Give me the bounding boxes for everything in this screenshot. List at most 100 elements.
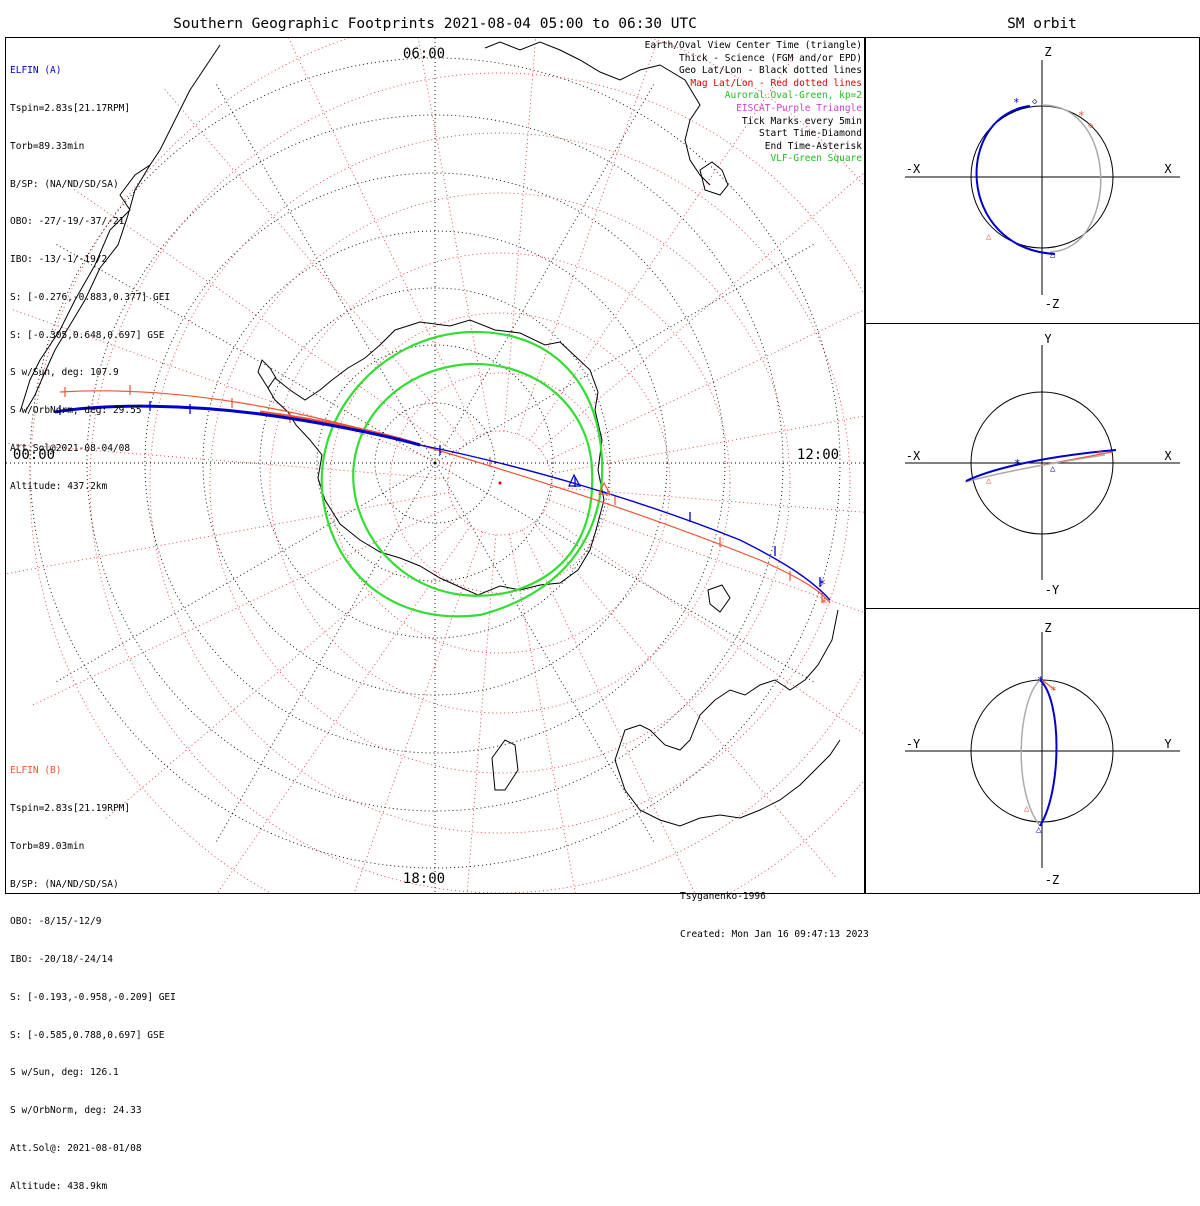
coastlines [19,41,841,827]
svg-text:△: △ [1050,464,1056,474]
legend-item: Tick Marks every 5min [741,115,862,127]
mag-latitude-circle [269,252,731,714]
elfin-a-end-asterisk: * [818,578,826,593]
elfin-a-line: B/SP: (NA/ND/SD/SA) [10,178,119,190]
credit: Tsyganenko-1996 Created: Mon Jan 16 09:4… [680,866,869,954]
svg-text:*: * [1013,96,1020,109]
elfin-b-line: S: [-0.585,0.788,0.697] GSE [10,1029,165,1041]
legend: Earth/Oval View Center Time (triangle) T… [645,40,862,166]
madagascar-coast [699,161,729,196]
elfin-a-line: Att.Sol@2021-08-04/08 [10,443,131,454]
elfin-b-track-thin [59,390,831,604]
svg-text:◇: ◇ [1032,97,1038,107]
mag-meridian [216,525,471,893]
mag-meridian [533,522,838,880]
antarctica-coast [267,319,605,596]
geo-meridian [214,462,436,845]
elfin-b-info: ELFIN (B) Tspin=2.83s[21.19RPM] Torb=89.… [10,740,176,1206]
tasmania-coast [707,584,731,613]
geo-meridian [214,81,436,464]
axis-label-right: X [1164,449,1172,463]
map-title: Southern Geographic Footprints 2021-08-0… [173,16,697,32]
elfin-a-track-science [54,404,421,447]
axis-label-left: -X [906,449,921,463]
mag-meridian [288,38,479,437]
geographic-pole-marker [433,461,437,465]
legend-item: VLF-Green Square [770,153,862,165]
geo-meridian [53,462,436,684]
mag-meridian [30,504,454,707]
axis-label-left: -X [906,162,921,176]
elfin-b-line: S w/OrbNorm, deg: 24.33 [10,1105,142,1117]
mag-latitude-circle [149,132,851,834]
axis-label-right: X [1164,162,1172,176]
svg-text:*: * [1096,448,1103,461]
clock-label-bottom: 18:00 [403,871,445,887]
svg-text:△: △ [1036,825,1042,835]
geo-grid [6,38,864,893]
elfin-a-center-triangle [568,473,582,487]
geo-meridian [434,462,656,845]
geo-meridian [53,242,436,464]
legend-item: Earth/Oval View Center Time (triangle) [644,40,862,51]
axis-label-bottom: -Z [1045,873,1059,887]
australia-coast [614,609,841,827]
clock-label-right: 12:00 [797,447,839,463]
credit-author: Tsyganenko-1996 [680,891,766,903]
mag-latitude-circle [329,312,671,654]
magnetic-pole-marker [498,481,502,485]
polar-map: * * [6,38,864,893]
elfin-b-line: S w/Sun, deg: 126.1 [10,1067,119,1079]
elfin-a-line: Altitude: 437.2km [10,480,108,492]
elfin-b-line: OBO: -8/15/-12/9 [10,916,102,928]
geo-meridian [434,462,817,684]
svg-text:*: * [1078,109,1085,122]
mag-meridian [162,86,467,444]
elfin-b-line: B/SP: (NA/ND/SD/SA) [10,878,119,890]
credit-created: Created: Mon Jan 16 09:47:13 2023 [680,928,869,940]
geo-meridian [434,81,656,464]
mag-latitude-circle [447,430,553,536]
axis-label-right: Y [1164,737,1172,751]
axis-label-bottom: -Z [1045,297,1059,311]
map-frame [5,37,865,894]
clock-label-top: 06:00 [403,46,445,62]
mag-latitude-circle [29,38,864,893]
orbit-panel-xz: * ◇ * ◇ △ △ Z -Z -X X [905,45,1180,311]
geo-latitude-circle [316,344,554,582]
new-zealand-coast [491,739,519,791]
elfin-a-line: S: [-0.305,0.648,0.697] GSE [10,329,165,341]
orbit-title: SM orbit [1007,16,1077,32]
legend-item: EISCAT-Purple Triangle [736,102,862,114]
legend-item: Mag Lat/Lon - Red dotted lines [690,77,862,89]
antarctic-peninsula [257,359,277,389]
mag-meridian [539,172,864,450]
auroral-oval-inner [352,362,594,597]
elfin-a-info: ELFIN (A) Tspin=2.83s[21.17RPM] Torb=89.… [10,40,170,506]
orbit-panel-xz-frame [865,37,1200,324]
clock-label-left: 00:00 [13,447,55,463]
elfin-b-line: Tspin=2.83s[21.19RPM] [10,802,131,814]
geo-latitude-circle [144,172,726,754]
orbit-panel-xy: * * △ △ Y -Y -X X [905,332,1180,597]
elfin-b-name: ELFIN (B) [10,765,62,777]
axis-label-top: Z [1044,621,1051,635]
legend-item: Start Time-Diamond [759,128,862,140]
elfin-a-line: IBO: -13/-1/-19/2 [10,254,108,266]
figure-canvas: Southern Geographic Footprints 2021-08-0… [5,16,1200,894]
svg-text:*: * [1050,684,1057,697]
elfin-a-line: Torb=89.33min [10,140,85,152]
mag-meridian [548,500,864,613]
legend-item: Thick - Science (FGM and/or EPD) [678,52,862,64]
orbit-panel-yz: * * △ △ Z -Z -Y Y [905,621,1180,887]
orbit-panel-xy-frame [865,323,1200,609]
elfin-b-end-asterisk: * [820,597,828,612]
elfin-a-track-thin [419,444,831,601]
svg-text:△: △ [986,232,992,242]
svg-text:△: △ [1050,250,1056,260]
svg-text:◇: ◇ [1088,121,1094,131]
elfin-b-line: IBO: -20/18/-24/14 [10,954,113,966]
legend-item: Geo Lat/Lon - Black dotted lines [678,65,862,77]
africa-coast [484,41,711,186]
legend-item: Auroral Oval-Green, kp=2 [724,90,862,102]
